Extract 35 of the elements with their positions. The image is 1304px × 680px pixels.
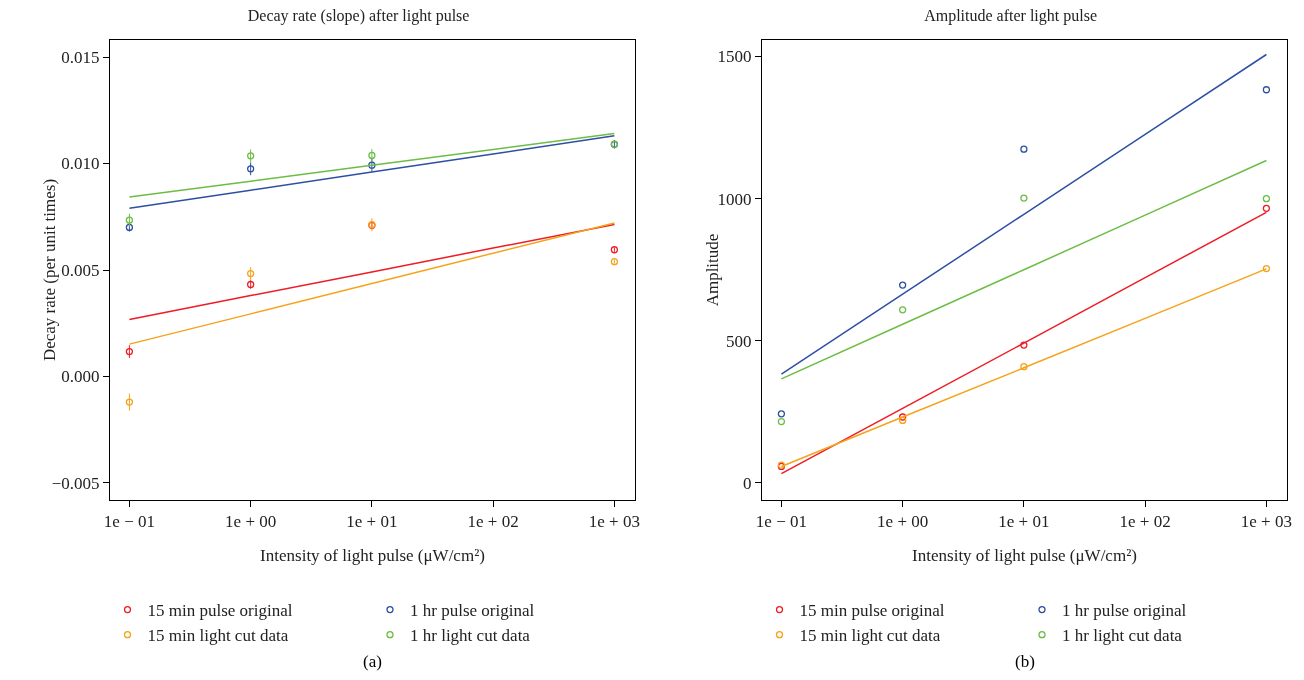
y-tick-label: 500 <box>726 331 752 351</box>
x-tick-label: 1e + 02 <box>1119 512 1171 532</box>
y-tick-label: 1000 <box>717 189 752 209</box>
x-tick-label: 1e + 02 <box>467 512 519 532</box>
legend-label: 1 hr light cut data <box>1062 626 1183 646</box>
x-tick-label: 1e + 00 <box>877 512 929 532</box>
chart-title: Decay rate (slope) after light pulse <box>247 7 470 26</box>
legend-label: 15 min light cut data <box>799 626 941 646</box>
y-tick-label: 0.015 <box>61 47 100 67</box>
text: (b) <box>1015 652 1035 671</box>
x-tick-label: 1e − 01 <box>755 512 807 532</box>
x-tick-label: 1e + 03 <box>1240 512 1292 532</box>
legend-label: 15 min light cut data <box>147 626 289 646</box>
y-axis-title: Decay rate (per unit times) <box>40 178 60 362</box>
x-tick-label: 1e + 00 <box>225 512 277 532</box>
x-tick-label: 1e + 01 <box>346 512 398 532</box>
x-tick-label: 1e + 01 <box>998 512 1050 532</box>
chart-title: Amplitude after light pulse <box>924 7 1098 26</box>
x-tick-label: 1e + 03 <box>588 512 640 532</box>
y-tick-label: 0.010 <box>61 154 100 174</box>
text: (a) <box>363 652 382 671</box>
y-tick-label: 0.000 <box>61 367 100 387</box>
legend-label: 1 hr pulse original <box>1062 601 1187 621</box>
legend-label: 15 min pulse original <box>799 601 945 621</box>
x-tick-label: 1e − 01 <box>103 512 155 532</box>
x-axis-title: Intensity of light pulse (μW/cm²) <box>912 546 1137 565</box>
y-tick-label: 1500 <box>717 47 752 67</box>
legend-label: 15 min pulse original <box>147 601 293 621</box>
y-tick-label: −0.005 <box>51 473 100 493</box>
y-tick-label: 0 <box>743 473 752 493</box>
legend-label: 1 hr light cut data <box>410 626 531 646</box>
y-tick-label: 0.005 <box>61 260 100 280</box>
y-axis-title: Amplitude <box>703 233 722 307</box>
x-axis-title: Intensity of light pulse (μW/cm²) <box>260 546 485 565</box>
legend-label: 1 hr pulse original <box>410 601 535 621</box>
